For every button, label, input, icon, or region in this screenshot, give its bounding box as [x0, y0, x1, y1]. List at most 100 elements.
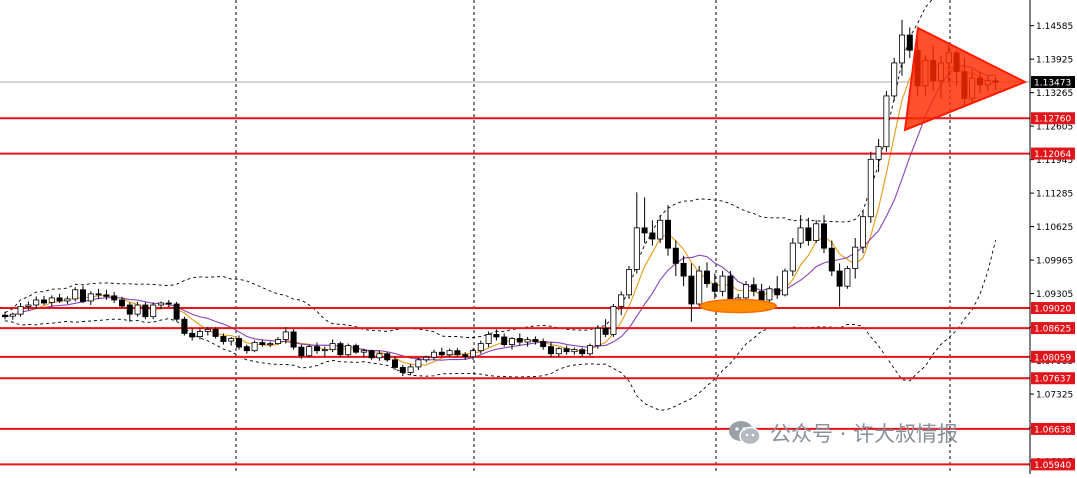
level-label: 1.08059: [1034, 353, 1071, 363]
candle: [196, 328, 203, 340]
candle: [134, 301, 141, 317]
candle-body: [540, 341, 547, 348]
tick-label: 1.13265: [1036, 89, 1073, 99]
candle: [852, 238, 859, 279]
candle: [313, 342, 320, 354]
candle: [41, 295, 48, 306]
candle: [571, 347, 578, 355]
level-label: 1.12760: [1034, 115, 1071, 125]
candle-body: [758, 290, 765, 301]
candle-body: [438, 351, 445, 356]
candle: [828, 240, 835, 277]
candle-body: [696, 270, 703, 305]
candle: [672, 240, 679, 277]
level-label: 1.08625: [1034, 325, 1071, 335]
candle: [657, 215, 664, 244]
candle: [454, 348, 461, 357]
candle: [891, 57, 898, 101]
grid-dividers: [0, 0, 1031, 474]
candle-body: [626, 269, 633, 296]
candle: [711, 273, 718, 299]
candle-body: [259, 342, 266, 345]
candle-body: [2, 314, 8, 318]
candle-body: [360, 350, 367, 353]
current-price-label-bg: [1031, 76, 1075, 89]
candle: [376, 350, 383, 361]
candle: [610, 303, 617, 337]
candle: [259, 339, 266, 347]
candle: [95, 288, 102, 299]
candle: [142, 302, 149, 320]
candle: [282, 327, 289, 344]
candle-body: [688, 275, 695, 305]
candle-body: [337, 343, 344, 356]
candle: [906, 27, 913, 58]
candle: [72, 287, 79, 302]
candle-body: [157, 302, 164, 306]
candle: [189, 328, 196, 341]
candle: [111, 291, 118, 303]
candle: [469, 348, 476, 360]
candle: [883, 90, 890, 152]
candle-body: [446, 350, 453, 356]
candle: [555, 347, 562, 357]
level-label: 1.07637: [1034, 375, 1071, 385]
candle: [17, 302, 24, 317]
candle: [875, 139, 882, 173]
level-label: 1.12064: [1034, 150, 1071, 160]
candle-body: [150, 304, 157, 318]
candle: [64, 296, 71, 304]
horizontal-levels: [0, 117, 1030, 466]
candle: [485, 331, 492, 348]
candle-body: [774, 288, 781, 296]
candle-body: [610, 306, 617, 335]
candle-body: [368, 350, 375, 359]
candle: [446, 348, 453, 358]
candle-body: [103, 294, 110, 297]
candle: [602, 319, 609, 337]
candle: [25, 301, 32, 311]
candle-body: [126, 304, 133, 315]
candle: [797, 215, 804, 249]
candle: [618, 291, 625, 316]
watermark-text: 公众号 · 许大叔情报: [770, 422, 959, 446]
candle-body: [235, 338, 242, 348]
candle: [626, 265, 633, 299]
candle: [48, 295, 55, 307]
candle: [212, 327, 219, 339]
candle-body: [743, 284, 750, 299]
candle: [415, 357, 422, 370]
candle-body: [860, 216, 867, 248]
tick-label: 1.11285: [1036, 190, 1073, 200]
level-label: 1.05940: [1034, 461, 1071, 471]
tick-label: 1.11945: [1036, 156, 1073, 166]
candle-body: [813, 223, 820, 241]
candle: [836, 263, 843, 307]
candle: [360, 348, 367, 358]
candle: [563, 345, 570, 355]
level-label-bg: [1031, 112, 1075, 125]
candle-body: [204, 328, 211, 332]
tick-label: 1.07325: [1036, 391, 1073, 401]
candle-body: [633, 227, 640, 270]
candle: [368, 349, 375, 360]
tick-label: 1.12605: [1036, 123, 1073, 133]
candle-body: [532, 339, 539, 342]
candle: [719, 271, 726, 297]
candle: [633, 192, 640, 274]
candle: [352, 343, 359, 354]
candle: [813, 220, 820, 244]
candle-body: [72, 289, 79, 300]
candle-body: [17, 306, 24, 315]
candle: [274, 336, 281, 345]
candle-body: [9, 313, 16, 317]
candle-body: [313, 346, 320, 352]
candle: [493, 329, 500, 341]
candle-body: [672, 247, 679, 264]
candle-body: [563, 348, 570, 353]
watermark: 公众号 · 许大叔情报: [728, 418, 958, 448]
candle: [228, 336, 235, 346]
candle-body: [415, 359, 422, 368]
